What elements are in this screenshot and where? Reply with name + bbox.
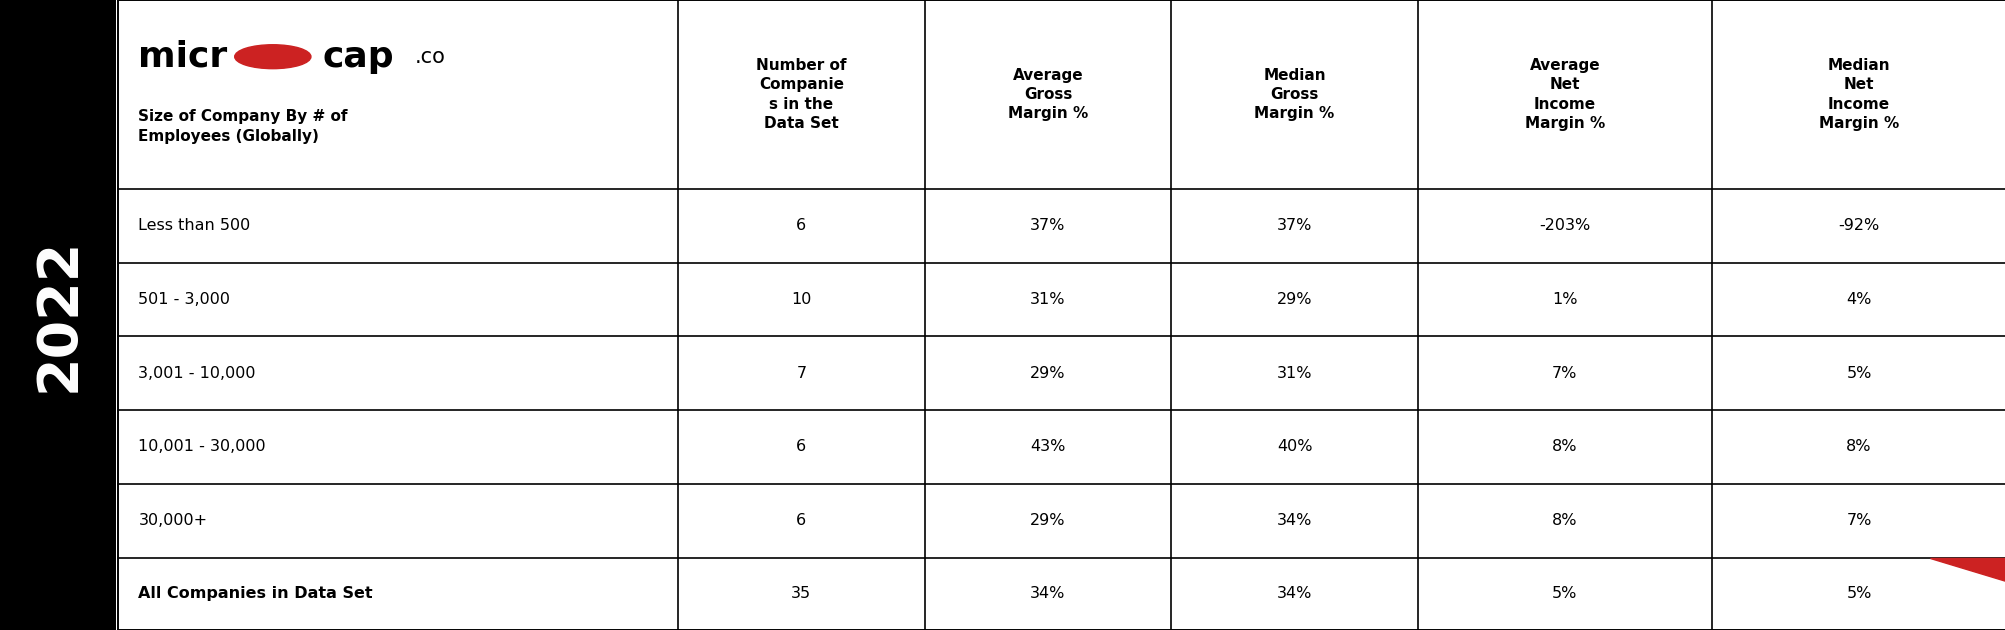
Text: Average
Net
Income
Margin %: Average Net Income Margin % xyxy=(1524,58,1604,131)
Text: 43%: 43% xyxy=(1031,440,1065,454)
Text: 37%: 37% xyxy=(1277,219,1311,233)
Text: All Companies in Data Set: All Companies in Data Set xyxy=(138,587,373,601)
Text: -203%: -203% xyxy=(1538,219,1590,233)
Text: Number of
Companie
s in the
Data Set: Number of Companie s in the Data Set xyxy=(756,58,846,131)
Text: 5%: 5% xyxy=(1845,366,1871,381)
Polygon shape xyxy=(1929,558,2005,581)
Text: 31%: 31% xyxy=(1277,366,1311,381)
Text: 6: 6 xyxy=(796,219,806,233)
Text: 31%: 31% xyxy=(1031,292,1065,307)
Text: 7: 7 xyxy=(796,366,806,381)
Text: 8%: 8% xyxy=(1552,513,1576,528)
Text: 10: 10 xyxy=(790,292,812,307)
Text: 7%: 7% xyxy=(1552,366,1576,381)
Text: 2022: 2022 xyxy=(32,238,84,392)
Text: micr: micr xyxy=(138,40,227,74)
Text: cap: cap xyxy=(323,40,395,74)
Text: -92%: -92% xyxy=(1837,219,1879,233)
Text: 501 - 3,000: 501 - 3,000 xyxy=(138,292,231,307)
Text: 5%: 5% xyxy=(1552,587,1576,601)
Text: 29%: 29% xyxy=(1277,292,1311,307)
Text: .co: .co xyxy=(415,47,445,67)
Text: 8%: 8% xyxy=(1845,440,1871,454)
Text: 29%: 29% xyxy=(1031,366,1065,381)
Text: 4%: 4% xyxy=(1845,292,1871,307)
Text: 8%: 8% xyxy=(1552,440,1576,454)
Text: Less than 500: Less than 500 xyxy=(138,219,251,233)
Text: 3,001 - 10,000: 3,001 - 10,000 xyxy=(138,366,257,381)
Text: Size of Company By # of
Employees (Globally): Size of Company By # of Employees (Globa… xyxy=(138,109,347,144)
Text: 35: 35 xyxy=(790,587,810,601)
Text: 40%: 40% xyxy=(1277,440,1311,454)
Text: 29%: 29% xyxy=(1031,513,1065,528)
Text: 7%: 7% xyxy=(1845,513,1871,528)
Circle shape xyxy=(235,45,311,69)
Text: 30,000+: 30,000+ xyxy=(138,513,207,528)
Text: 34%: 34% xyxy=(1031,587,1065,601)
Text: Median
Net
Income
Margin %: Median Net Income Margin % xyxy=(1819,58,1899,131)
Text: Median
Gross
Margin %: Median Gross Margin % xyxy=(1253,68,1333,121)
Text: 6: 6 xyxy=(796,440,806,454)
Bar xyxy=(0,0,116,630)
Text: 1%: 1% xyxy=(1552,292,1576,307)
Text: 34%: 34% xyxy=(1277,587,1311,601)
Text: 6: 6 xyxy=(796,513,806,528)
Text: Average
Gross
Margin %: Average Gross Margin % xyxy=(1007,68,1087,121)
Text: 10,001 - 30,000: 10,001 - 30,000 xyxy=(138,440,267,454)
Text: 34%: 34% xyxy=(1277,513,1311,528)
Text: 5%: 5% xyxy=(1845,587,1871,601)
Text: 37%: 37% xyxy=(1031,219,1065,233)
